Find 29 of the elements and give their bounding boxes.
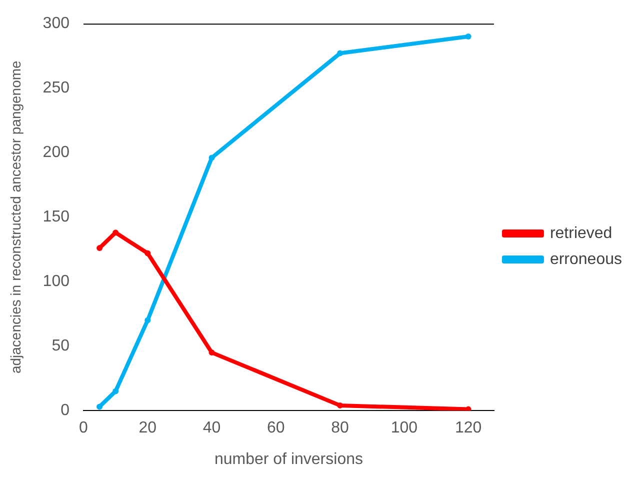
point bbox=[144, 250, 151, 256]
x-tick-label: 60 bbox=[267, 420, 285, 437]
y-tick-label: 250 bbox=[42, 80, 70, 97]
y-tick-label: 150 bbox=[42, 208, 70, 226]
legend-label: erroneous bbox=[550, 250, 622, 268]
point bbox=[208, 350, 215, 356]
y-tick-label: 100 bbox=[42, 273, 70, 290]
point bbox=[465, 406, 472, 411]
x-tick-label: 100 bbox=[390, 420, 418, 437]
y-tick-label: 200 bbox=[42, 144, 70, 162]
x-tick-label: 20 bbox=[138, 420, 157, 437]
y-tick-label: 0 bbox=[60, 402, 70, 420]
x-axis-title: number of inversions bbox=[214, 450, 363, 468]
point bbox=[96, 245, 103, 252]
x-tick-label: 80 bbox=[331, 420, 350, 437]
point bbox=[144, 317, 151, 324]
y-tick-label: 50 bbox=[52, 338, 70, 355]
point bbox=[337, 50, 344, 56]
x-tick-label: 0 bbox=[79, 420, 88, 437]
y-tick-label: 300 bbox=[42, 15, 70, 32]
point bbox=[112, 230, 119, 236]
point bbox=[465, 34, 472, 40]
x-tick-label: 120 bbox=[454, 420, 482, 437]
x-tick-label: 40 bbox=[202, 420, 221, 437]
y-axis-title: adjacencies in reconstructed ancestor pangenome bbox=[7, 60, 24, 374]
point bbox=[96, 404, 103, 410]
point bbox=[112, 388, 119, 394]
legend-label: retrieved bbox=[550, 224, 612, 242]
point bbox=[208, 154, 215, 161]
